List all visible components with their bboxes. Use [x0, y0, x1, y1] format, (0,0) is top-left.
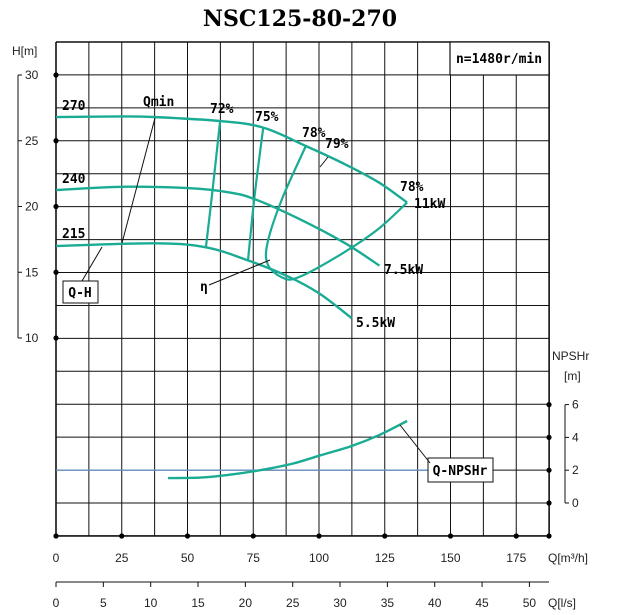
chart-title: NSC125-80-270	[203, 6, 397, 32]
efficiency-label: 79%	[325, 137, 349, 152]
x-tick-label: 175	[506, 551, 526, 565]
efficiency-label: 78%	[302, 126, 326, 141]
x2-tick-label: 40	[428, 596, 442, 610]
y-axis-dot	[53, 203, 59, 210]
qmin-leader	[121, 117, 156, 244]
x2-tick-label: 15	[191, 596, 205, 610]
y-tick-label: 30	[25, 68, 39, 82]
speed-label: n=1480r/min	[456, 52, 542, 67]
y-tick-label: 20	[25, 200, 39, 214]
y2-axis-dot	[546, 467, 552, 473]
eta-leader	[208, 259, 271, 286]
x-axis-dot	[184, 533, 191, 539]
qnpshr-label: Q-NPSHr	[433, 464, 488, 479]
qh-curve-240	[55, 185, 381, 267]
x-axis-dot	[250, 533, 256, 539]
y2-axis-label: NPSHr	[552, 349, 589, 363]
x-axis-dot	[316, 533, 322, 539]
efficiency-contour-78	[264, 145, 408, 281]
qh-leader	[81, 246, 103, 282]
x-axis-dot	[513, 533, 519, 539]
labels: n=1480r/min 270 11kW 240 7.5kW 215 5.5kW 72% 75%…	[62, 52, 542, 479]
x-axis-dot	[447, 533, 454, 539]
y2-axis-unit: [m]	[564, 369, 581, 383]
y2-tick-label: 4	[572, 430, 579, 444]
qnpshr-leader	[399, 424, 431, 464]
qnpshr-label-box	[427, 457, 494, 483]
y-tick-label: 25	[25, 134, 39, 148]
y-tick-label: 10	[25, 331, 39, 345]
impeller-label-270: 270	[62, 99, 86, 114]
eta-label: η	[200, 280, 208, 295]
x-axis-dot	[119, 533, 125, 539]
x2-tick-label: 20	[239, 596, 253, 610]
x-axis-dot	[53, 533, 59, 539]
qmin-label: Qmin	[143, 95, 174, 110]
x2-tick-label: 25	[286, 596, 300, 610]
x2-tick-label: 0	[53, 596, 60, 610]
efficiency-label: 75%	[255, 110, 279, 125]
y2-tick-label: 0	[572, 496, 579, 510]
x2-axis-label: Q[l/s]	[548, 596, 576, 610]
y2-tick-label: 2	[572, 463, 579, 477]
x2-tick-label: 35	[381, 596, 395, 610]
y-axis-dot	[53, 72, 59, 78]
qh-label-box	[62, 280, 99, 304]
efficiency-line	[204, 120, 222, 248]
efficiency-line	[246, 127, 265, 261]
x-tick-label: 125	[375, 551, 395, 565]
x-tick-label: 0	[53, 551, 60, 565]
x-tick-label: 150	[440, 551, 460, 565]
y-tick-label: 15	[25, 265, 39, 279]
x2-tick-label: 5	[100, 596, 107, 610]
qh-label: Q-H	[68, 286, 91, 301]
x-axis-label: Q[m³/h]	[548, 551, 588, 565]
x-tick-label: 100	[309, 551, 329, 565]
x2-tick-label: 50	[523, 596, 537, 610]
power-label: 7.5kW	[384, 263, 423, 278]
power-label: 5.5kW	[356, 316, 395, 331]
impeller-label-215: 215	[62, 227, 85, 242]
x-axis-dot	[382, 533, 388, 539]
y-axis-label: H[m]	[12, 44, 37, 58]
leader-79	[319, 156, 329, 168]
x-tick-label: 25	[115, 551, 129, 565]
x2-tick-label: 10	[144, 596, 158, 610]
x-axis-dot	[546, 533, 552, 539]
x2-tick-label: 30	[333, 596, 347, 610]
y-axis-dot	[53, 335, 59, 341]
npshr-curve	[168, 419, 408, 480]
y2-tick-label: 6	[572, 398, 579, 412]
x2-tick-label: 45	[475, 596, 489, 610]
x-tick-label: 75	[247, 551, 261, 565]
impeller-label-240: 240	[62, 172, 86, 187]
y-axis-dot	[53, 138, 59, 144]
curves	[55, 115, 494, 483]
qh-curve-270	[55, 115, 408, 204]
y2-axis-dot	[546, 402, 552, 408]
efficiency-label: 78%	[400, 180, 424, 195]
y2-axis-dot	[546, 500, 552, 506]
power-label: 11kW	[414, 197, 445, 212]
y2-axis-dot	[546, 434, 552, 440]
speed-box	[449, 41, 550, 76]
efficiency-label: 72%	[210, 102, 234, 117]
x-tick-label: 50	[181, 551, 195, 565]
y-axis-dot	[53, 269, 59, 275]
